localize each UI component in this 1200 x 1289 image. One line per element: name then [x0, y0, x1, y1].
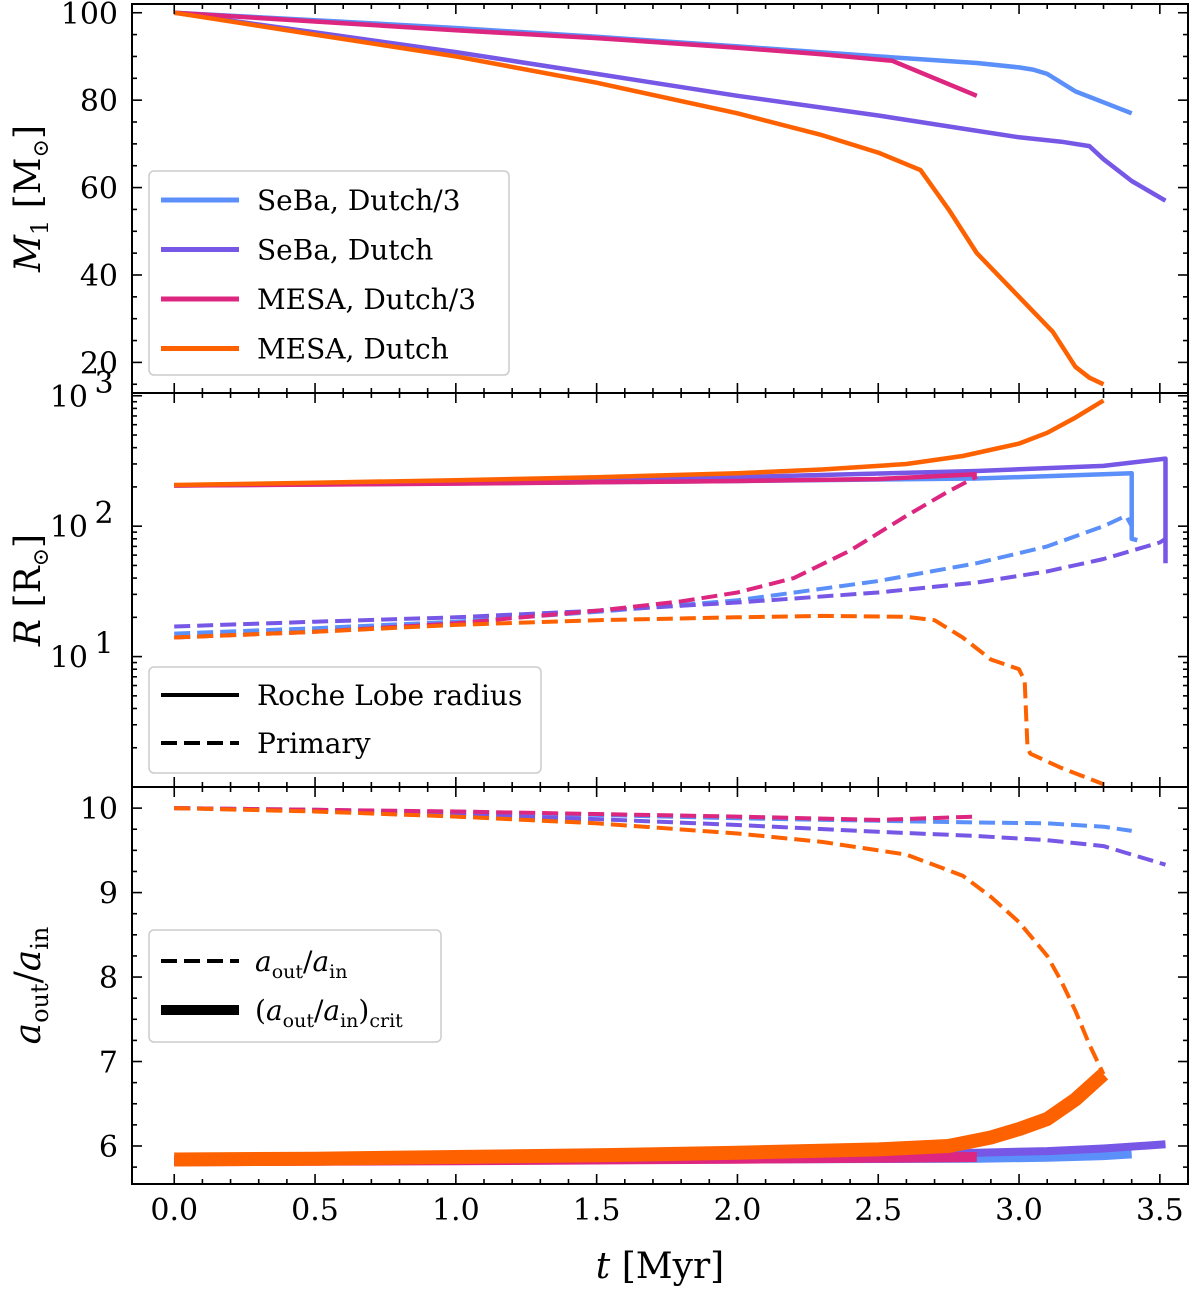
- bottom-y-ticks: [132, 786, 1188, 1168]
- series-line-mesa_dutch3-dashed: [174, 474, 978, 640]
- x-axis-label: t [Myr]: [596, 1246, 724, 1287]
- top-series: [173, 10, 1167, 387]
- series-line-mesa_dutch-thick: [174, 1068, 1109, 1167]
- middle-series: [174, 398, 1168, 787]
- y-tick-label: 60: [80, 172, 118, 207]
- middle-legend: Roche Lobe radius Primary: [148, 666, 542, 774]
- top-x-ticks: [173, 4, 1161, 393]
- legend-label: aout/ain: [255, 945, 347, 983]
- y-tick-label: 6: [99, 1130, 118, 1165]
- series-line-mesa_dutch3-solid: [174, 10, 978, 98]
- top-y-axis-label: M1 [M⊙]: [8, 125, 54, 273]
- y-tick-exponent: 2: [94, 496, 113, 531]
- y-tick-label: 8: [99, 961, 118, 996]
- y-tick-label: 20: [80, 346, 118, 381]
- y-tick-label: 9: [99, 877, 118, 912]
- top-legend: SeBa, Dutch/3 SeBa, Dutch MESA, Dutch/3 MES…: [148, 170, 510, 376]
- series-line-mesa_dutch-solid: [174, 398, 1105, 488]
- legend-label: MESA, Dutch/3: [257, 283, 476, 316]
- y-tick-label: 10: [50, 380, 88, 415]
- series-line-mesa_dutch3-solid: [174, 472, 977, 488]
- legend-label: SeBa, Dutch/3: [257, 184, 461, 217]
- x-tick-label: 3.5: [1136, 1193, 1184, 1228]
- y-tick-exponent: 1: [94, 627, 113, 662]
- x-tick-label: 1.0: [432, 1193, 480, 1228]
- top-y-ticks: [132, 11, 1188, 386]
- y-tick-label: 40: [80, 259, 118, 294]
- x-tick-label: 0.5: [291, 1193, 339, 1228]
- series-line-seba_dutch-solid: [173, 10, 1167, 203]
- y-tick-label: 7: [99, 1046, 118, 1081]
- y-tick-label: 100: [61, 0, 118, 32]
- x-tick-label: 0.0: [150, 1193, 198, 1228]
- middle-y-axis-label: R [R⊙]: [8, 534, 54, 647]
- x-tick-label: 2.5: [854, 1193, 902, 1228]
- y-tick-label: 10: [50, 510, 88, 545]
- series-line-mesa_dutch-dashed: [174, 613, 1105, 787]
- legend-label: SeBa, Dutch: [257, 234, 433, 267]
- legend-box: [148, 666, 542, 774]
- y-tick-label: 80: [80, 84, 118, 119]
- bottom-x-ticks: [173, 787, 1161, 1184]
- y-tick-label: 10: [80, 792, 118, 827]
- series-line-mesa_dutch-solid: [173, 10, 1105, 387]
- series-line-seba_dutch3-solid: [174, 10, 1133, 116]
- legend-label: Primary: [257, 727, 371, 760]
- bottom-series: [174, 806, 1167, 1167]
- x-tick-label: 1.5: [573, 1193, 621, 1228]
- bottom-y-axis-label: aout/ain: [8, 927, 54, 1045]
- panel-bottom: 6 7 8 9 10 aout/ain aout/ain (aout/ain)crit 0.0 0…: [8, 786, 1189, 1287]
- legend-label: Roche Lobe radius: [257, 679, 522, 712]
- series-line-seba_dutch3-dashed: [174, 513, 1134, 636]
- legend-label: (aout/ain)crit: [255, 994, 403, 1032]
- series-line-seba_dutch-dashed: [174, 537, 1167, 629]
- x-tick-label: 2.0: [714, 1193, 762, 1228]
- y-tick-exponent: 3: [94, 366, 113, 401]
- bottom-legend: aout/ain (aout/ain)crit: [148, 929, 442, 1043]
- x-tick-label: 3.0: [995, 1193, 1043, 1228]
- bottom-frame: [131, 786, 1189, 1185]
- series-line-mesa_dutch-dashed: [174, 806, 1106, 1076]
- y-tick-label: 10: [50, 641, 88, 676]
- legend-label: MESA, Dutch: [257, 333, 449, 366]
- legend-box: [148, 170, 510, 376]
